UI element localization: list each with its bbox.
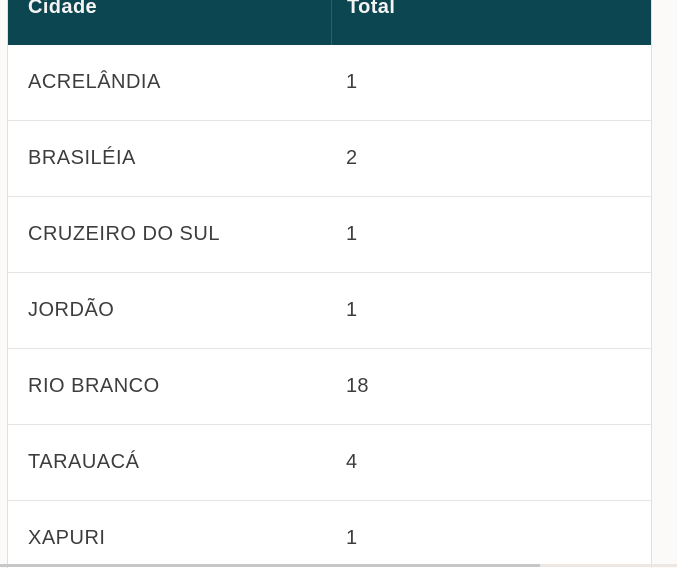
table-row: JORDÃO 1 [8,273,651,349]
city-totals-table: Cidade Total ACRELÂNDIA 1 BRASILÉIA 2 CR… [7,0,652,568]
city-cell: ACRELÂNDIA [28,71,161,93]
city-cell: RIO BRANCO [28,375,160,397]
city-cell: JORDÃO [28,299,115,321]
column-header-total-label: Total [347,0,396,18]
table-row: CRUZEIRO DO SUL 1 [8,197,651,273]
total-cell: 1 [346,527,358,549]
total-cell: 1 [346,299,358,321]
table-row: XAPURI 1 [8,501,651,568]
city-cell: XAPURI [28,527,106,549]
total-cell: 2 [346,147,358,169]
total-cell: 1 [346,223,358,245]
horizontal-scrollbar-thumb[interactable] [0,564,540,567]
total-cell: 1 [346,71,358,93]
column-header-total: Total [331,0,651,45]
total-cell: 18 [346,375,369,397]
total-cell: 4 [346,451,358,473]
horizontal-scrollbar-track[interactable] [0,564,677,567]
table-row: BRASILÉIA 2 [8,121,651,197]
table-row: TARAUACÁ 4 [8,425,651,501]
table-body: ACRELÂNDIA 1 BRASILÉIA 2 CRUZEIRO DO SUL… [8,45,651,568]
table-row: ACRELÂNDIA 1 [8,45,651,121]
city-cell: TARAUACÁ [28,451,140,473]
city-cell: BRASILÉIA [28,147,136,169]
column-header-cidade-label: Cidade [28,0,98,18]
column-header-cidade: Cidade [8,0,331,45]
city-cell: CRUZEIRO DO SUL [28,223,220,245]
table-header-row: Cidade Total [8,0,651,45]
table-row: RIO BRANCO 18 [8,349,651,425]
